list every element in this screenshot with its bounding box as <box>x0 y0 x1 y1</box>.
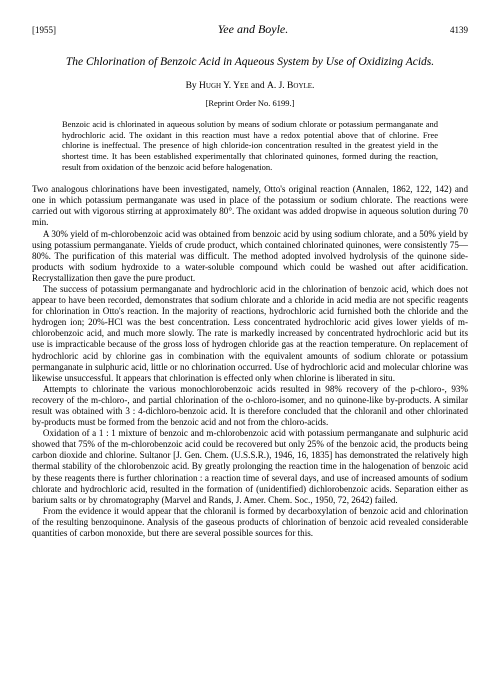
article-title: The Chlorination of Benzoic Acid in Aque… <box>32 55 468 71</box>
byline-prefix: By <box>186 81 199 91</box>
byline-and: and <box>249 81 267 91</box>
body-paragraph: Two analogous chlorinations have been in… <box>32 184 468 228</box>
body-paragraph: A 30% yield of m-chlorobenzoic acid was … <box>32 229 468 284</box>
header-page: 4139 <box>450 25 468 36</box>
header-year: [1955] <box>32 25 56 36</box>
byline-author2: A. J. Boyle. <box>267 81 314 91</box>
page-header: [1955] Yee and Boyle. 4139 <box>32 22 468 37</box>
body-paragraph: The success of potassium permanganate an… <box>32 284 468 384</box>
abstract: Benzoic acid is chlorinated in aqueous s… <box>32 119 468 172</box>
header-authors: Yee and Boyle. <box>218 22 289 37</box>
body-paragraph: From the evidence it would appear that t… <box>32 506 468 539</box>
reprint-order: [Reprint Order No. 6199.] <box>32 98 468 109</box>
byline-author1: Hugh Y. Yee <box>199 81 249 91</box>
byline: By Hugh Y. Yee and A. J. Boyle. <box>32 81 468 93</box>
body-paragraph: Oxidation of a 1 : 1 mixture of benzoic … <box>32 428 468 506</box>
body-paragraph: Attempts to chlorinate the various monoc… <box>32 384 468 428</box>
